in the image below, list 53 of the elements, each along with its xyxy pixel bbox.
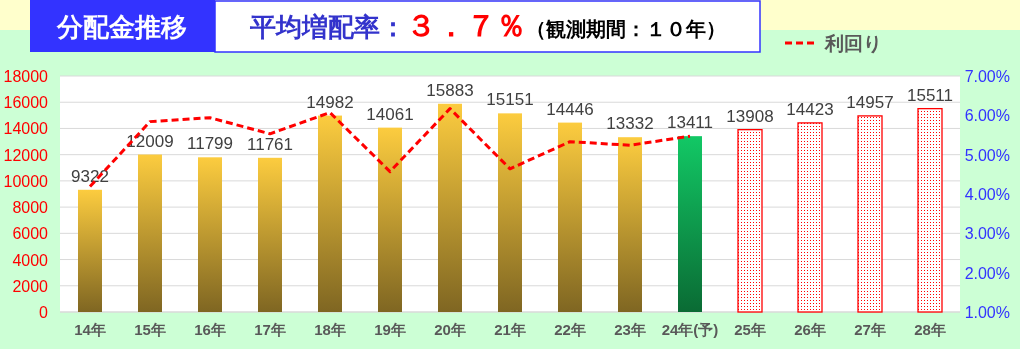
y2-tick-label: 5.00% [964, 146, 1010, 164]
data-label: 11761 [246, 134, 294, 154]
x-tick-label: 24年(予) [661, 321, 719, 338]
y2-tick-label: 7.00% [964, 68, 1010, 85]
y2-tick-label: 6.00% [964, 107, 1010, 125]
y2-tick-label: 1.00% [964, 304, 1010, 321]
chart-title: 分配金推移 [56, 12, 187, 42]
y2-tick-label: 3.00% [964, 225, 1010, 243]
y-tick-label: 16000 [3, 94, 49, 112]
x-tick-label: 27年 [854, 321, 886, 338]
x-tick-label: 14年 [74, 321, 106, 338]
data-label: 14957 [846, 92, 894, 112]
data-label: 13332 [606, 114, 654, 134]
x-tick-label: 28年 [914, 321, 946, 338]
x-tick-label: 17年 [254, 321, 286, 338]
x-tick-label: 23年 [614, 321, 646, 338]
data-label: 14982 [306, 92, 354, 112]
x-tick-label: 20年 [434, 321, 466, 338]
data-label: 15151 [486, 90, 534, 110]
y2-tick-label: 2.00% [964, 264, 1010, 282]
y-tick-label: 2000 [12, 277, 49, 295]
data-label: 12009 [126, 131, 174, 151]
chart-subtitle: 平均増配率：３．７％（観測期間：１０年） [249, 9, 726, 42]
data-label: 14423 [786, 99, 834, 119]
x-tick-label: 26年 [794, 321, 826, 338]
legend: 利回り [785, 33, 882, 54]
x-tick-label: 18年 [314, 321, 346, 338]
data-label: 9322 [71, 166, 109, 186]
y-tick-label: 10000 [3, 172, 49, 190]
y-tick-label: 0 [39, 304, 49, 321]
data-label: 13908 [726, 106, 774, 126]
y-tick-label: 14000 [3, 120, 49, 138]
title: 分配金推移 [30, 0, 215, 52]
x-tick-label: 19年 [374, 321, 406, 338]
data-label: 15883 [426, 80, 474, 100]
subtitle: 平均増配率：３．７％（観測期間：１０年） [214, 0, 761, 53]
y-tick-label: 18000 [3, 68, 49, 85]
data-label: 14061 [366, 104, 414, 124]
legend-label: 利回り [824, 33, 882, 54]
data-label: 15511 [906, 85, 954, 105]
data-label: 11799 [186, 134, 234, 154]
y-tick-label: 8000 [12, 199, 49, 217]
data-label: 13411 [666, 113, 714, 133]
data-label: 14446 [546, 99, 594, 119]
x-tick-label: 16年 [194, 321, 226, 338]
y-tick-label: 12000 [3, 146, 49, 164]
x-tick-label: 22年 [554, 321, 586, 338]
y-tick-label: 4000 [12, 251, 49, 269]
x-tick-label: 25年 [734, 321, 766, 338]
x-tick-label: 21年 [494, 321, 526, 338]
y-tick-label: 6000 [12, 225, 49, 243]
y2-tick-label: 4.00% [964, 186, 1010, 203]
x-tick-label: 15年 [134, 321, 166, 338]
